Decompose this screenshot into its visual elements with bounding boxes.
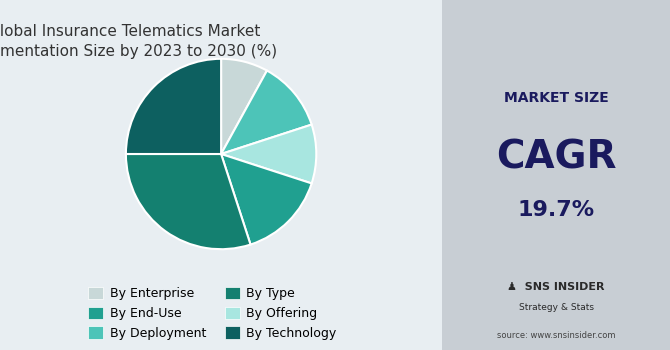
Text: Strategy & Stats: Strategy & Stats: [519, 303, 594, 313]
Legend: By Enterprise, By End-Use, By Deployment, By Type, By Offering, By Technology: By Enterprise, By End-Use, By Deployment…: [84, 283, 340, 344]
Wedge shape: [221, 154, 312, 245]
Text: ♟  SNS INSIDER: ♟ SNS INSIDER: [507, 282, 605, 292]
Wedge shape: [126, 59, 221, 154]
Text: MARKET SIZE: MARKET SIZE: [504, 91, 608, 105]
FancyBboxPatch shape: [433, 0, 670, 350]
Text: source: www.snsinsider.com: source: www.snsinsider.com: [497, 331, 615, 341]
Wedge shape: [221, 125, 316, 183]
Wedge shape: [221, 71, 312, 154]
Text: 19.7%: 19.7%: [517, 200, 595, 220]
Text: CAGR: CAGR: [496, 139, 616, 176]
Wedge shape: [221, 59, 267, 154]
Wedge shape: [126, 154, 251, 249]
Text: Global Insurance Telematics Market
Segmentation Size by 2023 to 2030 (%): Global Insurance Telematics Market Segme…: [0, 25, 277, 59]
